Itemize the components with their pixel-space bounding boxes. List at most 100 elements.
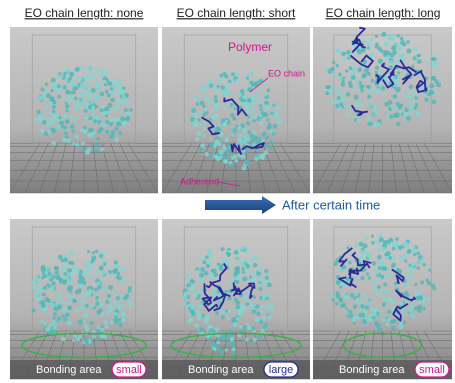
polymer-bead [408,275,413,280]
polymer-bead [250,71,254,75]
polymer-bead [227,316,230,319]
polymer-bead [412,247,416,251]
polymer-bead [68,295,72,299]
polymer-bead [384,253,387,256]
polymer-bead [206,264,210,268]
polymer-bead [219,150,224,155]
polymer-bead [214,99,219,104]
polymer-bead [74,103,79,108]
polymer-bead [225,136,229,140]
polymer-bead [371,52,374,55]
polymer-bead [58,293,62,297]
polymer-bead [360,84,364,88]
polymer-bead [374,124,377,127]
polymer-bead [187,273,192,278]
polymer-bead [81,292,86,297]
polymer-bead [404,93,409,98]
polymer-bead [431,57,435,61]
polymer-bead [221,315,225,319]
polymer-bead [243,325,248,330]
polymer-bead [332,61,336,65]
polymer-bead [94,149,97,152]
polymer-bead [221,247,225,251]
polymer-bead [228,297,231,300]
polymer-bead [362,48,366,52]
polymer-bead [41,265,46,270]
polymer-bead [249,341,253,345]
polymer-bead [234,267,239,272]
polymer-bead [120,99,125,104]
polymer-bead [248,87,253,92]
polymer-bead [69,251,74,256]
polymer-bead [261,111,265,115]
polymer-bead [94,142,98,146]
polymer-bead [97,129,102,134]
polymer-bead [200,86,205,91]
polymer-bead [108,270,112,274]
polymer-bead [369,37,373,41]
polymer-bead [404,283,409,288]
polymer-bead [41,87,45,91]
polymer-bead [367,42,371,46]
polymer-bead [246,137,251,142]
polymer-bead [380,275,384,279]
polymer-bead [88,116,92,120]
polymer-bead [353,305,357,309]
transition-label: After certain time [282,197,380,212]
polymer-bead [360,255,364,259]
polymer-bead [199,147,203,151]
polymer-bead [403,118,406,121]
polymer-bead [335,64,338,67]
polymer-bead [232,351,236,355]
polymer-bead [92,74,97,79]
polymer-bead [111,79,115,83]
polymer-bead [85,304,89,308]
polymer-bead [248,131,252,135]
polymer-bead [367,85,371,89]
polymer-label: Polymer [228,40,272,54]
polymer-bead [262,295,266,299]
polymer-bead [406,40,410,44]
polymer-bead [73,299,77,303]
polymer-bead [433,60,438,65]
polymer-bead [95,115,99,119]
polymer-bead [106,310,111,315]
polymer-bead [420,281,424,285]
polymer-bead [115,127,119,131]
polymer-bead [245,269,249,273]
polymer-bead [259,122,263,126]
polymer-bead [57,84,61,88]
polymer-bead [381,32,386,37]
polymer-bead [80,299,85,304]
polymer-bead [65,90,70,95]
column-header: EO chain length: none [25,6,144,20]
polymer-bead [427,281,432,286]
polymer-bead [234,271,238,275]
polymer-bead [419,296,423,300]
polymer-bead [253,295,256,298]
polymer-bead [234,250,239,255]
polymer-bead [430,54,433,57]
polymer-bead [265,113,269,117]
polymer-bead [48,323,52,327]
polymer-bead [210,143,214,147]
polymer-bead [228,330,233,335]
polymer-bead [361,313,366,318]
polymer-bead [424,97,428,101]
polymer-bead [238,126,242,130]
polymer-bead [267,315,272,320]
polymer-bead [70,261,74,265]
polymer-bead [99,266,103,270]
polymer-bead [238,275,243,280]
polymer-bead [414,106,417,109]
polymer-bead [36,296,41,301]
polymer-bead [47,299,51,303]
polymer-bead [108,305,112,309]
polymer-bead [356,86,360,90]
polymer-bead [251,326,255,330]
polymer-bead [413,253,417,257]
polymer-bead [94,94,99,99]
polymer-bead [396,34,399,37]
polymer-bead [186,280,190,284]
polymer-bead [413,56,417,60]
